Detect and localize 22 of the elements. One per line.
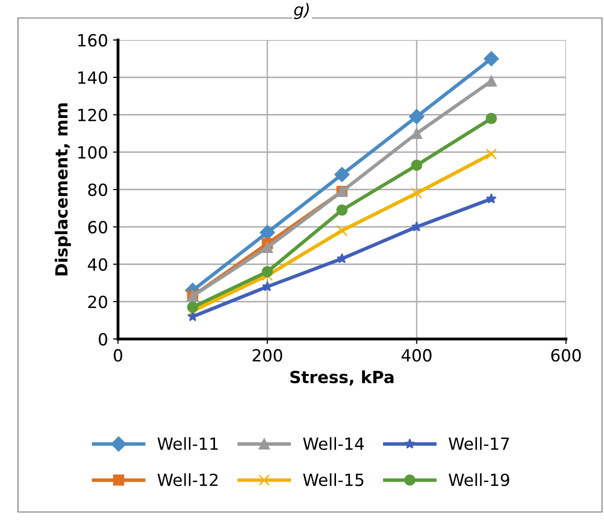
legend-label: Well-12 [158, 473, 218, 486]
y-tick-label: 80 [88, 183, 108, 196]
y-tick-label: 20 [88, 296, 108, 308]
legend-label: Well-14 [303, 437, 364, 450]
chart-title: g) [294, 2, 309, 20]
legend-label: Well-17 [448, 437, 509, 450]
legend-label: Well-15 [303, 473, 364, 486]
y-axis-title: Displacement, mm [54, 103, 71, 276]
y-tick-label: 160 [78, 34, 108, 47]
y-tick-label: 120 [78, 108, 108, 122]
legend-label: Well-11 [158, 437, 218, 450]
x-tick-label: 600 [551, 349, 581, 362]
x-tick-label: 200 [252, 349, 282, 362]
y-tick-label: 100 [78, 146, 108, 159]
x-tick-label: 400 [402, 349, 432, 362]
x-axis-title: Stress, kPa [290, 370, 394, 386]
legend-label: Well-19 [448, 473, 510, 486]
y-tick-label: 60 [88, 220, 108, 234]
y-tick-label: 40 [88, 258, 108, 271]
y-tick-label: 0 [98, 332, 108, 346]
y-tick-label: 140 [78, 71, 108, 84]
x-tick-label: 0 [114, 349, 122, 362]
